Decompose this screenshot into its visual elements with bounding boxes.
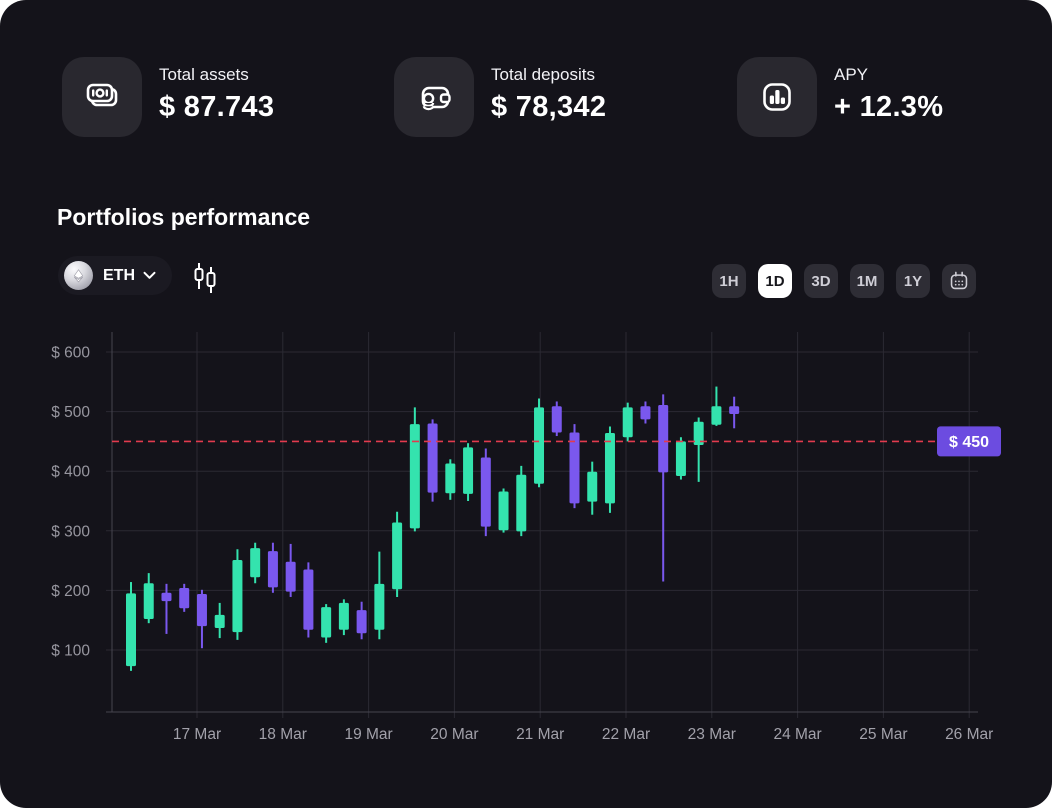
candle-body: [285, 561, 296, 592]
y-axis-label: $ 500: [51, 404, 90, 421]
candle-body: [729, 406, 740, 414]
candle-body: [338, 602, 349, 630]
page-title: Portfolios performance: [57, 204, 311, 230]
timeframe-button-3d[interactable]: 3D: [804, 264, 838, 298]
candle-body: [498, 491, 509, 531]
candle-body: [622, 407, 633, 438]
timeframe-button-group: 1H 1D 3D 1M 1Y: [712, 264, 976, 298]
candle-body: [250, 548, 261, 578]
candle-body: [374, 583, 385, 630]
candle-body: [640, 406, 651, 420]
x-axis-label: 23 Mar: [688, 726, 736, 743]
y-axis-label: $ 100: [51, 643, 90, 660]
chevron-down-icon: [143, 267, 156, 285]
calendar-icon[interactable]: [942, 264, 976, 298]
x-axis-label: 21 Mar: [516, 726, 564, 743]
x-axis-label: 24 Mar: [773, 726, 821, 743]
x-axis-label: 22 Mar: [602, 726, 650, 743]
candle-body: [675, 441, 686, 476]
candle-body: [267, 551, 278, 588]
candle-body: [516, 474, 527, 532]
stat-value: $ 87.743: [159, 91, 275, 123]
candle-body: [534, 407, 545, 484]
candle-body: [480, 457, 491, 527]
candle-body: [179, 588, 190, 609]
ethereum-icon: [64, 261, 93, 290]
candle-body: [693, 421, 704, 445]
x-axis-label: 19 Mar: [344, 726, 392, 743]
y-axis-label: $ 600: [51, 345, 90, 362]
stat-label: APY: [834, 65, 869, 84]
candle-body: [711, 406, 722, 425]
candle-body: [604, 433, 615, 504]
candle-body: [126, 593, 136, 667]
banknotes-icon: [62, 57, 142, 137]
asset-selector-label: ETH: [103, 266, 135, 284]
timeframe-button-1h[interactable]: 1H: [712, 264, 746, 298]
candle-body: [409, 424, 420, 529]
y-axis-label: $ 200: [51, 583, 90, 600]
timeframe-button-1y[interactable]: 1Y: [896, 264, 930, 298]
wallet-coins-icon: [394, 57, 474, 137]
candle-body: [143, 583, 154, 620]
asset-selector-dropdown[interactable]: ETH: [58, 256, 172, 295]
stat-value: + 12.3%: [834, 91, 944, 123]
candle-body: [232, 560, 243, 633]
candle-body: [463, 447, 474, 494]
stat-card-apy: APY + 12.3%: [737, 57, 943, 137]
bar-chart-icon: [737, 57, 817, 137]
candle-body: [214, 614, 225, 628]
candle-body: [303, 569, 314, 630]
x-axis-label: 17 Mar: [173, 726, 221, 743]
candle-body: [569, 432, 580, 504]
candle-body: [551, 406, 562, 433]
price-badge: [937, 426, 1001, 457]
candle-body: [658, 405, 669, 473]
y-axis-label: $ 300: [51, 523, 90, 540]
stat-label: Total assets: [159, 65, 249, 84]
candle-body: [161, 592, 172, 602]
candle-body: [392, 522, 403, 590]
candlestick-icon[interactable]: [189, 261, 221, 295]
timeframe-button-1d[interactable]: 1D: [758, 264, 792, 298]
stat-card-total-deposits: Total deposits $ 78,342: [394, 57, 606, 137]
candle-body: [196, 593, 207, 627]
x-axis-label: 20 Mar: [430, 726, 478, 743]
candle-body: [587, 471, 598, 502]
candle-body: [445, 463, 456, 494]
candle-body: [321, 607, 332, 638]
stat-label: Total deposits: [491, 65, 595, 84]
candle-body: [427, 423, 438, 493]
stat-value: $ 78,342: [491, 91, 607, 123]
y-axis-label: $ 400: [51, 464, 90, 481]
x-axis-label: 18 Mar: [259, 726, 307, 743]
x-axis-label: 25 Mar: [859, 726, 907, 743]
price-badge-label: $ 450: [949, 434, 989, 451]
x-axis-label: 26 Mar: [945, 726, 993, 743]
stat-card-total-assets: Total assets $ 87.743: [62, 57, 274, 137]
timeframe-button-1m[interactable]: 1M: [850, 264, 884, 298]
candle-body: [356, 610, 367, 634]
